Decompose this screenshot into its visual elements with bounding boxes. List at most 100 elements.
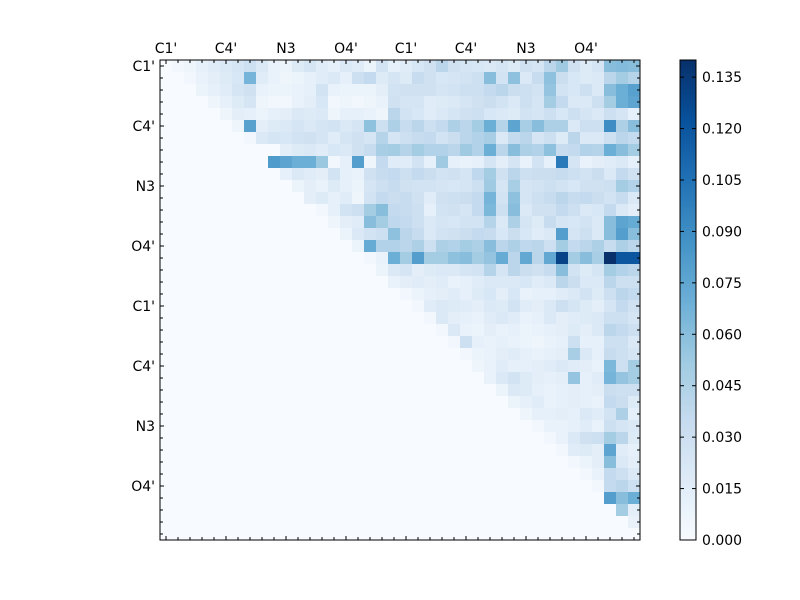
heatmap-cell: [160, 468, 173, 481]
heatmap-cell: [412, 468, 425, 481]
heatmap-cell: [436, 120, 449, 133]
heatmap-cell: [196, 132, 209, 145]
heatmap-cell: [304, 144, 317, 157]
heatmap-cell: [196, 168, 209, 181]
heatmap-cell: [412, 168, 425, 181]
heatmap-cell: [628, 252, 641, 265]
heatmap-cell: [172, 192, 185, 205]
heatmap-cell: [580, 468, 593, 481]
heatmap-cell: [340, 192, 353, 205]
heatmap-cell: [208, 132, 221, 145]
heatmap-cell: [160, 324, 173, 337]
heatmap-cell: [520, 300, 533, 313]
heatmap-cell: [400, 408, 413, 421]
heatmap-cell: [304, 492, 317, 505]
heatmap-cell: [304, 528, 317, 541]
heatmap-cell: [400, 336, 413, 349]
heatmap-cell: [472, 264, 485, 277]
heatmap-cell: [472, 60, 485, 73]
heatmap-cell: [232, 300, 245, 313]
heatmap-cell: [328, 180, 341, 193]
heatmap-cell: [280, 192, 293, 205]
heatmap-cell: [256, 516, 269, 529]
heatmap-cell: [616, 480, 629, 493]
heatmap-cell: [448, 216, 461, 229]
heatmap-cell: [352, 180, 365, 193]
heatmap-cell: [376, 480, 389, 493]
heatmap-cell: [208, 240, 221, 253]
heatmap-cell: [208, 420, 221, 433]
heatmap-cell: [520, 120, 533, 133]
heatmap-cell: [232, 120, 245, 133]
heatmap-cell: [616, 228, 629, 241]
heatmap-cell: [532, 384, 545, 397]
heatmap-cell: [376, 276, 389, 289]
heatmap-cell: [448, 84, 461, 97]
heatmap-cell: [520, 480, 533, 493]
heatmap-cell: [424, 84, 437, 97]
heatmap-cell: [448, 492, 461, 505]
heatmap-cell: [556, 144, 569, 157]
heatmap-cell: [436, 96, 449, 109]
heatmap-cell: [424, 516, 437, 529]
heatmap-cell: [532, 348, 545, 361]
heatmap-cell: [448, 168, 461, 181]
heatmap-cell: [220, 516, 233, 529]
heatmap-cell: [556, 468, 569, 481]
heatmap-cell: [520, 144, 533, 157]
heatmap-cell: [412, 216, 425, 229]
heatmap-cell: [316, 444, 329, 457]
heatmap-cell: [316, 456, 329, 469]
heatmap-cell: [436, 312, 449, 325]
colorbar-tick-label: 0.000: [702, 533, 742, 549]
heatmap-cell: [496, 72, 509, 85]
heatmap-cell: [532, 156, 545, 169]
heatmap-cell: [592, 240, 605, 253]
heatmap-cell: [220, 60, 233, 73]
heatmap-cell: [172, 408, 185, 421]
heatmap-cell: [604, 360, 617, 373]
heatmap-cell: [208, 84, 221, 97]
heatmap-cell: [604, 456, 617, 469]
heatmap-cell: [544, 360, 557, 373]
heatmap-cell: [592, 396, 605, 409]
heatmap-cell: [256, 156, 269, 169]
heatmap-cell: [592, 420, 605, 433]
heatmap-cell: [568, 348, 581, 361]
heatmap-cell: [292, 72, 305, 85]
heatmap-cell: [484, 144, 497, 157]
heatmap-cell: [544, 108, 557, 121]
heatmap-cell: [340, 516, 353, 529]
heatmap-cell: [232, 72, 245, 85]
heatmap-cell: [520, 180, 533, 193]
heatmap-cell: [364, 492, 377, 505]
heatmap-cell: [328, 192, 341, 205]
heatmap-cell: [352, 432, 365, 445]
heatmap-cell: [208, 432, 221, 445]
heatmap-cell: [292, 324, 305, 337]
heatmap-cell: [244, 372, 257, 385]
heatmap-cell: [460, 216, 473, 229]
heatmap-cell: [220, 84, 233, 97]
heatmap-cell: [292, 480, 305, 493]
heatmap-cell: [496, 216, 509, 229]
heatmap-cell: [580, 120, 593, 133]
heatmap-cell: [172, 468, 185, 481]
heatmap-cell: [556, 324, 569, 337]
heatmap-cell: [220, 96, 233, 109]
heatmap-cell: [280, 180, 293, 193]
heatmap-cell: [184, 108, 197, 121]
heatmap-cell: [436, 324, 449, 337]
heatmap-cell: [244, 84, 257, 97]
heatmap-cell: [628, 132, 641, 145]
heatmap-cell: [544, 216, 557, 229]
heatmap-cell: [256, 420, 269, 433]
heatmap-cell: [184, 192, 197, 205]
heatmap-cell: [400, 96, 413, 109]
heatmap-cell: [520, 444, 533, 457]
heatmap-cell: [400, 456, 413, 469]
heatmap-cell: [388, 108, 401, 121]
heatmap-cell: [400, 228, 413, 241]
heatmap-cell: [184, 120, 197, 133]
heatmap-cell: [484, 216, 497, 229]
